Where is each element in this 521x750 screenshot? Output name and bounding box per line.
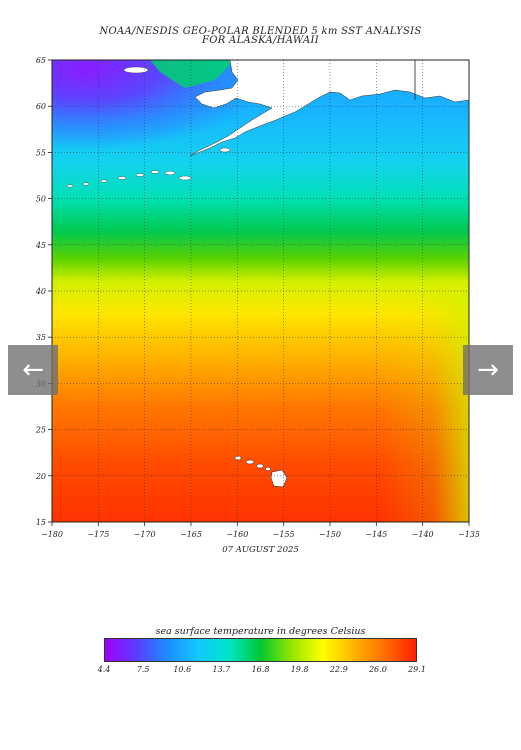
- lon-tick-label: −145: [365, 530, 387, 539]
- lon-tick-label: −160: [226, 530, 248, 539]
- colorbar-tick-label: 22.9: [329, 665, 348, 674]
- lat-tick-label: 40: [35, 287, 46, 296]
- analysis-date: 07 AUGUST 2025: [222, 545, 299, 555]
- previous-image-button[interactable]: ←: [8, 345, 58, 395]
- lon-tick-label: −165: [180, 530, 202, 539]
- colorbar-tick-label: 29.1: [408, 665, 426, 674]
- lat-tick-label: 55: [36, 148, 46, 157]
- aleutian-islands: [66, 66, 231, 188]
- colorbar-label: sea surface temperature in degrees Celsi…: [155, 626, 366, 637]
- sst-map: −180 −175 −170 −165 −160 −155 −150 −145 −140 −135…: [35, 56, 480, 539]
- map-grid: [52, 60, 469, 522]
- lat-tick-label: 15: [36, 518, 46, 527]
- colorbar-tick-label: 19.8: [290, 665, 309, 674]
- colorbar-tick-label: 10.6: [173, 665, 192, 674]
- colorbar-tick-label: 13.7: [212, 665, 231, 674]
- lon-tick-label: −135: [458, 530, 480, 539]
- longitude-axis: −180 −175 −170 −165 −160 −155 −150 −145 −140 −135: [41, 530, 480, 539]
- next-image-button[interactable]: →: [463, 345, 513, 395]
- colorbar-tick-label: 4.4: [97, 665, 111, 674]
- arrow-right-icon: →: [477, 355, 499, 385]
- lon-tick-label: −175: [87, 530, 109, 539]
- colorbar-tick-label: 26.0: [368, 665, 387, 674]
- lat-tick-label: 60: [36, 102, 46, 111]
- lon-tick-label: −170: [134, 530, 156, 539]
- lat-tick-label: 45: [35, 241, 46, 250]
- hawaii-islands: [234, 455, 288, 488]
- lon-tick-label: −180: [41, 530, 63, 539]
- lat-tick-label: 50: [36, 195, 46, 204]
- lon-tick-label: −140: [412, 530, 434, 539]
- arrow-left-icon: ←: [22, 355, 44, 385]
- lat-tick-label: 35: [36, 333, 46, 342]
- map-title: NOAA/NESDIS GEO-POLAR BLENDED 5 km SST A…: [99, 26, 422, 37]
- colorbar-tick-label: 16.8: [251, 665, 270, 674]
- colorbar-tick-label: 7.5: [136, 665, 150, 674]
- latitude-axis: 1520253035404550556065: [35, 56, 46, 527]
- map-subtitle: FOR ALASKA/HAWAII: [202, 35, 319, 46]
- lat-tick-label: 20: [35, 472, 46, 481]
- lon-tick-label: −155: [273, 530, 295, 539]
- lat-tick-label: 65: [36, 56, 46, 65]
- lon-tick-label: −150: [319, 530, 341, 539]
- axis-ticks: [48, 59, 470, 526]
- sst-colorbar: [104, 638, 417, 662]
- lat-tick-label: 25: [35, 426, 46, 435]
